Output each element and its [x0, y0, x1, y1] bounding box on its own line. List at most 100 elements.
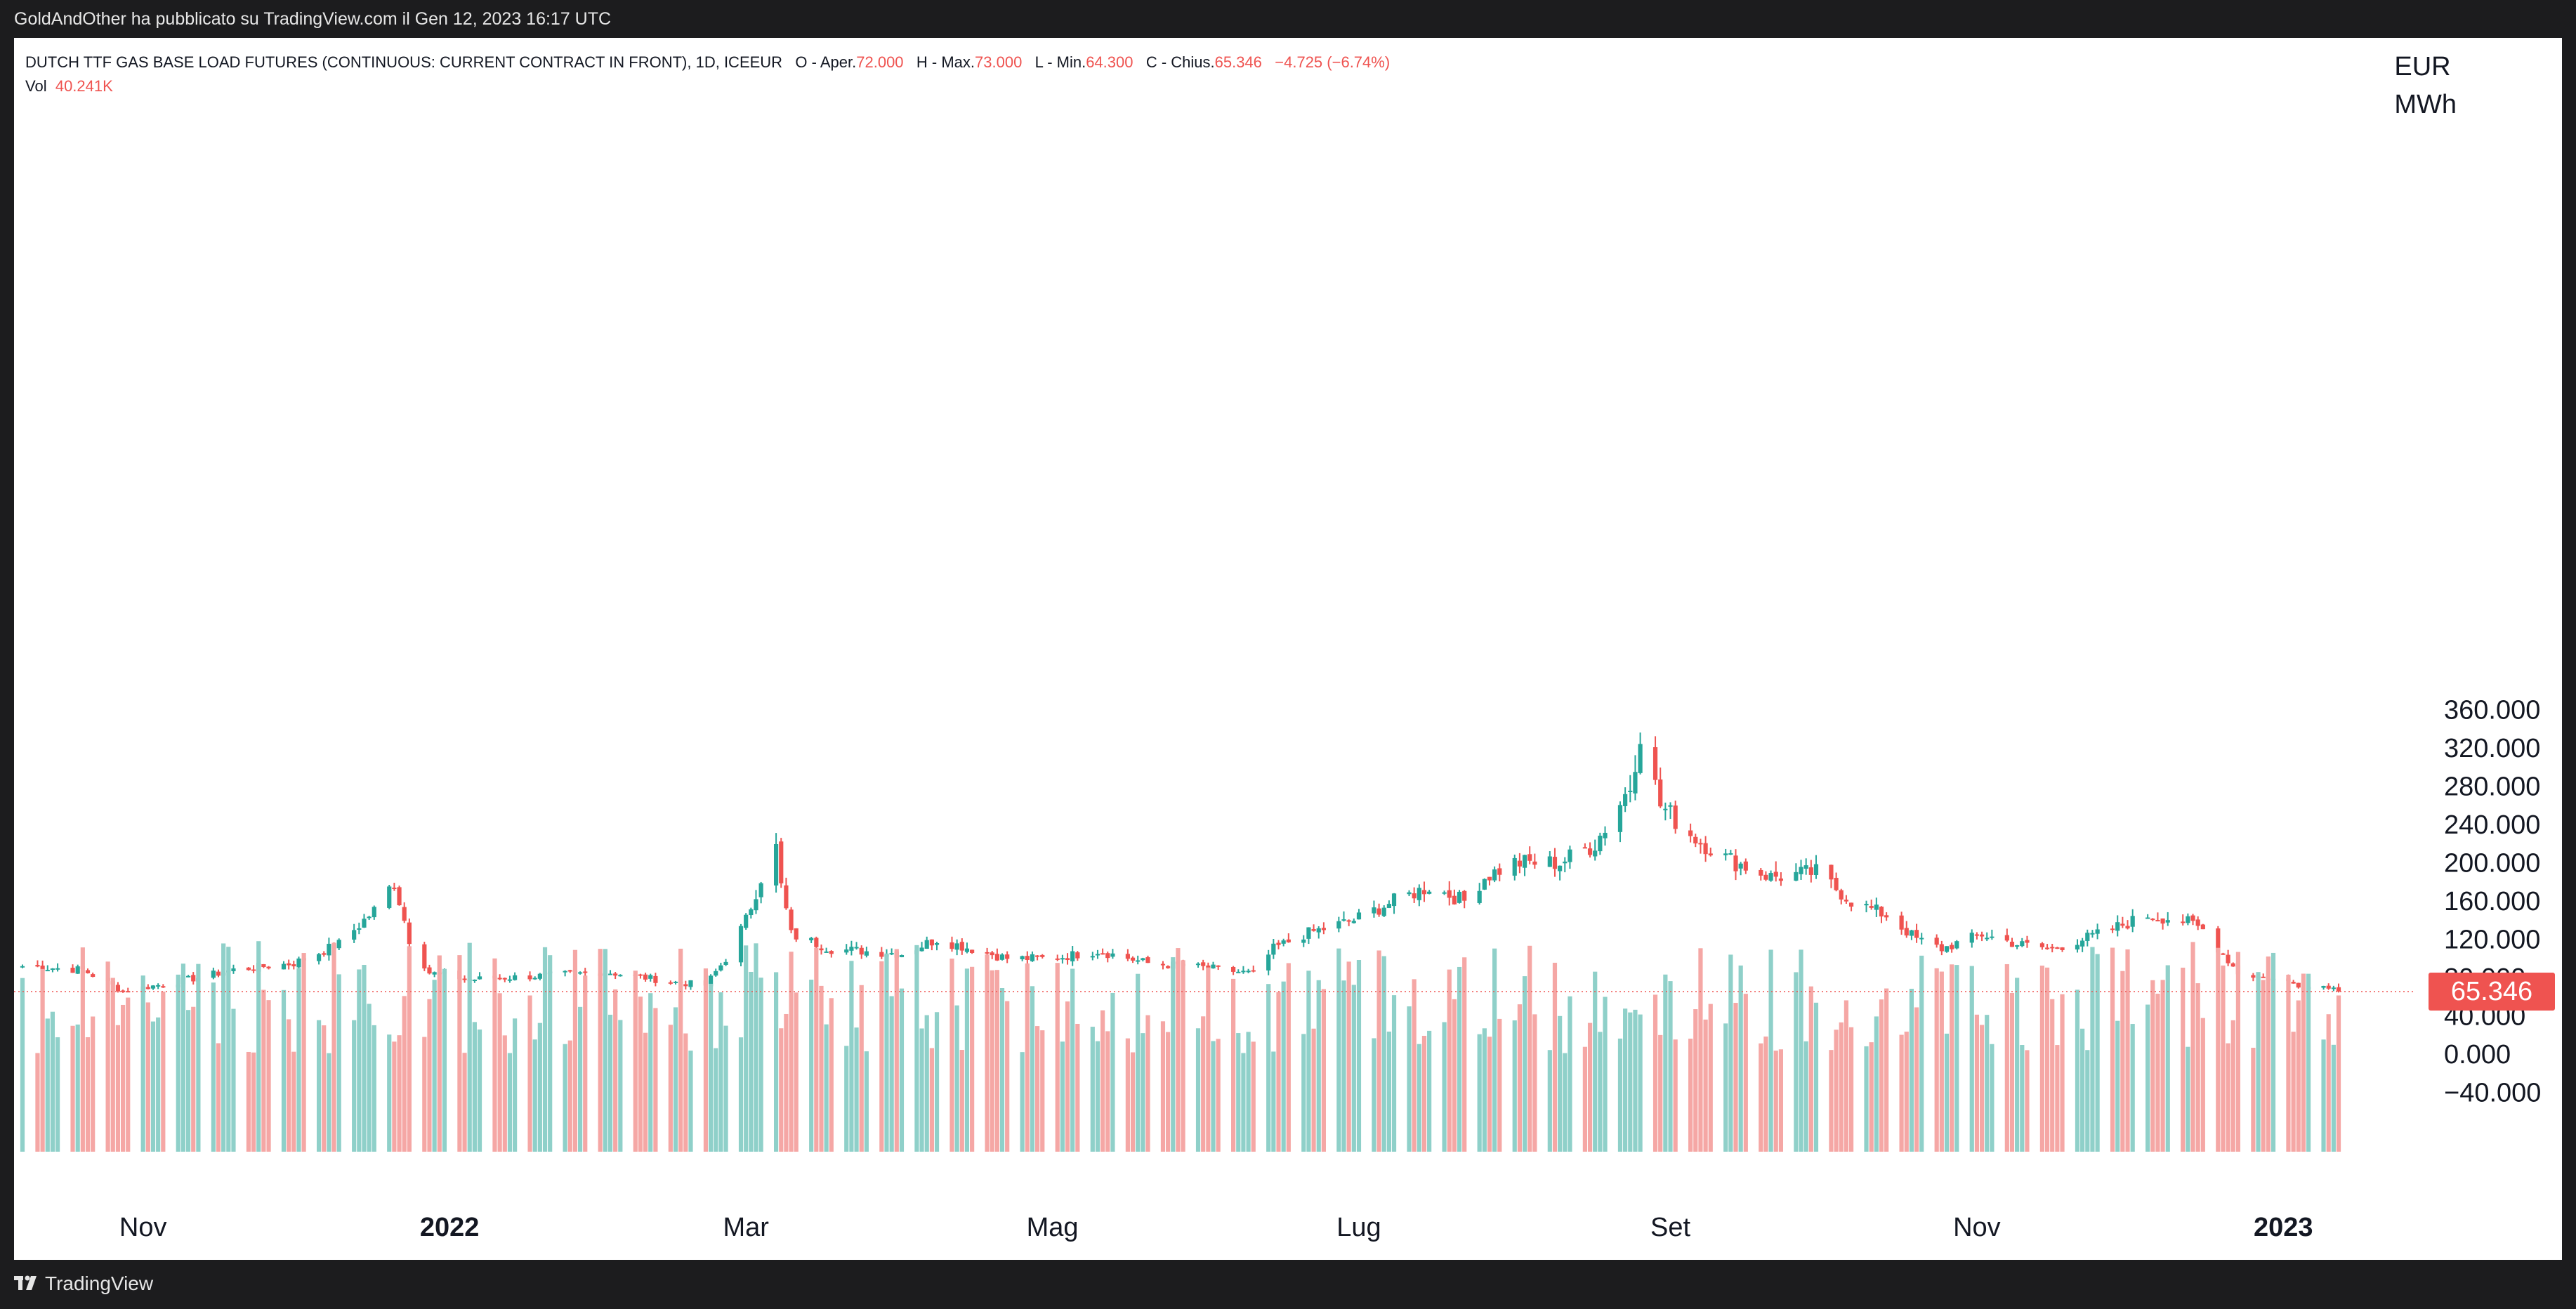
candle: [35, 960, 40, 968]
candle: [1563, 857, 1568, 873]
candle: [774, 833, 779, 893]
volume-bar: [899, 988, 905, 1152]
legend-open-label: O - Aper.: [795, 53, 857, 71]
volume-bar: [1598, 1032, 1603, 1152]
candle-body: [899, 955, 905, 958]
candle-body: [2110, 928, 2115, 930]
candle: [567, 969, 572, 973]
volume-bar: [1246, 1032, 1251, 1152]
candle-body: [774, 843, 779, 886]
chart-canvas[interactable]: 360.000 320.000 280.000 240.000 200.000 160.0…: [14, 38, 2562, 1260]
volume-bar: [2009, 992, 2015, 1152]
candle-body: [607, 973, 613, 975]
candle-body: [322, 953, 327, 955]
volume-bar: [824, 1024, 829, 1152]
candle-body: [1346, 920, 1351, 922]
volume-bar: [1020, 1052, 1025, 1152]
candle: [507, 975, 513, 983]
candle-body: [844, 949, 849, 953]
candle-body: [1040, 954, 1045, 957]
volume-bar: [2115, 1020, 2120, 1152]
volume-bar: [287, 1019, 291, 1152]
volume-bar: [754, 943, 758, 1152]
candle-body: [532, 978, 537, 980]
volume-bar: [296, 968, 301, 1152]
candle: [1673, 801, 1678, 834]
candle: [537, 973, 542, 981]
candle-body: [673, 981, 678, 983]
candle: [2145, 914, 2150, 919]
candle: [1532, 853, 1537, 869]
candle: [1668, 802, 1673, 820]
candle: [723, 959, 728, 966]
candle: [2226, 949, 2230, 966]
candle-body: [387, 886, 392, 908]
candle: [1768, 870, 1773, 882]
candle: [2025, 935, 2030, 948]
volume-bar: [1462, 957, 1467, 1152]
candle-body: [985, 952, 990, 954]
candle-body: [281, 963, 287, 970]
volume-bar: [929, 1048, 934, 1152]
candle-body: [1236, 971, 1241, 973]
volume-bar: [532, 1039, 537, 1152]
candle: [668, 980, 673, 985]
candle: [1311, 924, 1316, 932]
candle-body: [829, 951, 834, 954]
candle-body: [1763, 874, 1768, 880]
candle-body: [583, 971, 588, 973]
volume-bar: [1477, 1034, 1482, 1152]
candle-body: [1778, 879, 1784, 881]
legend-close: 65.346: [1214, 53, 1262, 71]
candle: [512, 972, 518, 981]
candle-body: [50, 968, 55, 971]
candle-body: [1105, 953, 1110, 959]
candle-body: [879, 952, 884, 957]
candle-body: [1492, 869, 1497, 881]
candle: [1633, 755, 1638, 801]
candle-body: [1939, 944, 1944, 952]
candle-body: [55, 968, 60, 970]
candle: [1703, 836, 1708, 862]
volume-bar: [437, 955, 442, 1152]
candle-body: [2055, 947, 2060, 949]
volume-bar: [1276, 992, 1281, 1152]
candle-body: [1563, 861, 1568, 864]
candle: [1391, 893, 1397, 914]
candle-body: [1582, 847, 1587, 849]
volume-bar: [789, 952, 794, 1152]
candle-body: [35, 965, 40, 967]
candle-body: [1688, 830, 1693, 836]
candle-body: [1593, 850, 1598, 857]
chart-panel[interactable]: 360.000 320.000 280.000 240.000 200.000 160.0…: [14, 38, 2562, 1260]
volume-bar: [362, 965, 367, 1152]
axis-unit: EUR MWh: [2394, 48, 2457, 124]
volume-bar: [1909, 988, 1914, 1152]
candle: [1773, 861, 1778, 882]
candle: [2200, 923, 2205, 930]
volume-bar: [653, 1008, 658, 1152]
candle-body: [527, 975, 532, 980]
volume-bar: [185, 1010, 191, 1152]
volume-bar: [1421, 1035, 1427, 1152]
volume-bar: [854, 1027, 859, 1152]
candle: [1482, 878, 1487, 890]
volume-bar: [2291, 1032, 2296, 1152]
legend-change: −4.725 (−6.74%): [1275, 53, 1391, 71]
candle: [1587, 842, 1593, 858]
candle: [1979, 931, 1985, 942]
volume-bar: [919, 1028, 924, 1152]
volume-bar: [1457, 966, 1462, 1152]
volume-bar: [2200, 1018, 2205, 1152]
candle: [2160, 918, 2165, 930]
candle-body: [352, 930, 357, 940]
candle: [924, 936, 929, 949]
legend-vol-label: Vol: [25, 77, 47, 95]
volume-bar: [85, 1037, 91, 1152]
candle: [1808, 860, 1813, 883]
candle-body: [784, 885, 789, 909]
volume-bar: [2326, 1014, 2331, 1152]
candle: [216, 969, 221, 978]
candle: [502, 978, 507, 982]
volume-bar: [2271, 952, 2276, 1152]
